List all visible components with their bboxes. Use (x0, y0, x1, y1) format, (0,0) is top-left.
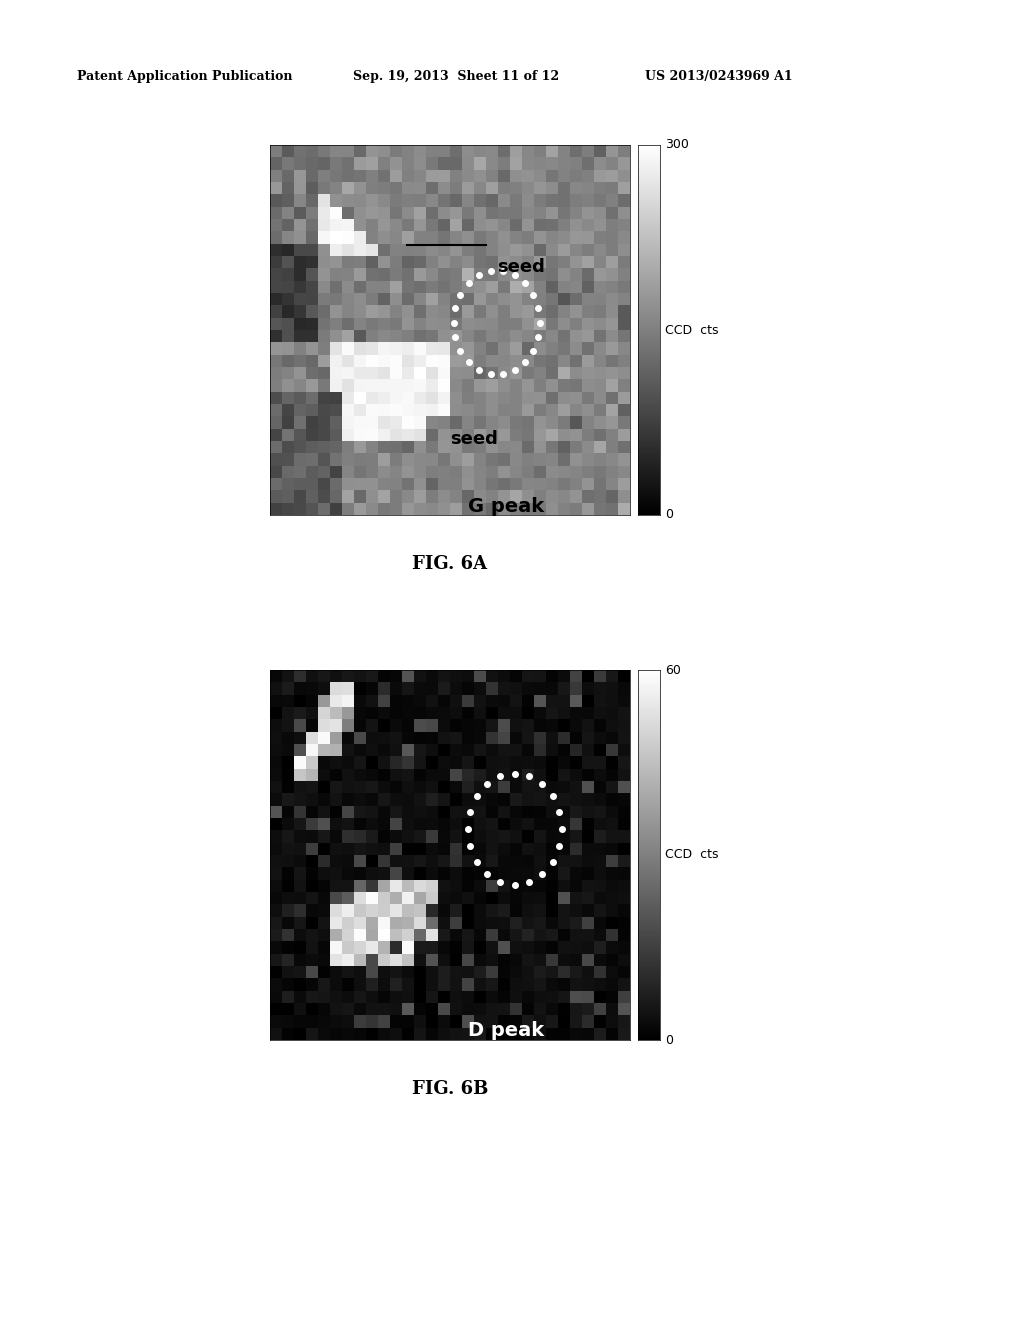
Text: seed: seed (450, 430, 498, 447)
Text: 300: 300 (665, 139, 689, 152)
Text: G peak: G peak (468, 496, 544, 516)
Text: 0: 0 (665, 508, 673, 521)
Text: 60: 60 (665, 664, 681, 676)
Text: CCD  cts: CCD cts (665, 323, 719, 337)
Text: D peak: D peak (468, 1022, 544, 1040)
Text: FIG. 6B: FIG. 6B (412, 1080, 488, 1098)
Text: seed: seed (497, 259, 545, 276)
Text: 0: 0 (665, 1034, 673, 1047)
Text: Patent Application Publication: Patent Application Publication (77, 70, 292, 83)
Text: US 2013/0243969 A1: US 2013/0243969 A1 (645, 70, 793, 83)
Text: Sep. 19, 2013  Sheet 11 of 12: Sep. 19, 2013 Sheet 11 of 12 (353, 70, 559, 83)
Text: FIG. 6A: FIG. 6A (413, 554, 487, 573)
Text: CCD  cts: CCD cts (665, 849, 719, 862)
